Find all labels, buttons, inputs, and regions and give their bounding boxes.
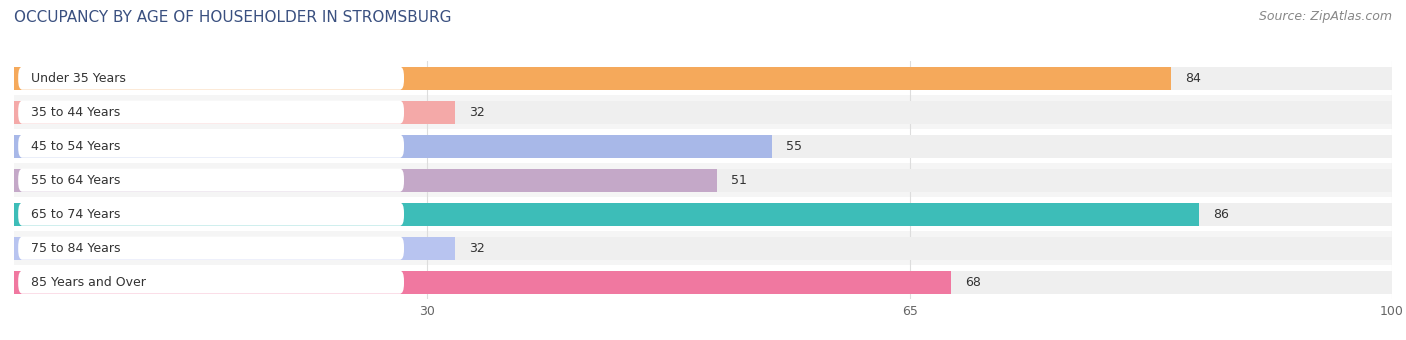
Bar — [14, 265, 1392, 299]
FancyBboxPatch shape — [18, 67, 404, 90]
Bar — [14, 271, 950, 294]
Text: 75 to 84 Years: 75 to 84 Years — [31, 242, 120, 255]
Text: 84: 84 — [1185, 72, 1201, 85]
Bar — [14, 67, 1171, 90]
Bar — [14, 101, 1392, 124]
FancyBboxPatch shape — [18, 101, 404, 124]
Bar — [14, 169, 1392, 192]
Text: Source: ZipAtlas.com: Source: ZipAtlas.com — [1258, 10, 1392, 23]
FancyBboxPatch shape — [18, 169, 404, 192]
Bar — [14, 237, 1392, 260]
Text: 68: 68 — [965, 276, 980, 289]
Bar — [14, 271, 1392, 294]
Text: 45 to 54 Years: 45 to 54 Years — [31, 140, 120, 153]
Bar — [14, 203, 1199, 226]
Bar — [14, 61, 1392, 95]
Bar — [14, 135, 1392, 158]
FancyBboxPatch shape — [18, 203, 404, 226]
Bar — [14, 231, 1392, 265]
Bar — [14, 95, 1392, 129]
Text: 35 to 44 Years: 35 to 44 Years — [31, 106, 120, 119]
Text: 55 to 64 Years: 55 to 64 Years — [31, 174, 120, 187]
Text: 51: 51 — [731, 174, 747, 187]
FancyBboxPatch shape — [18, 271, 404, 294]
FancyBboxPatch shape — [18, 237, 404, 260]
Text: 86: 86 — [1213, 208, 1229, 221]
Text: 32: 32 — [468, 242, 485, 255]
Bar — [14, 101, 456, 124]
Bar — [14, 197, 1392, 231]
Text: 65 to 74 Years: 65 to 74 Years — [31, 208, 120, 221]
Text: Under 35 Years: Under 35 Years — [31, 72, 125, 85]
Text: 85 Years and Over: 85 Years and Over — [31, 276, 145, 289]
Text: OCCUPANCY BY AGE OF HOUSEHOLDER IN STROMSBURG: OCCUPANCY BY AGE OF HOUSEHOLDER IN STROM… — [14, 10, 451, 25]
Bar — [14, 67, 1392, 90]
Bar — [14, 163, 1392, 197]
Bar — [14, 237, 456, 260]
Text: 32: 32 — [468, 106, 485, 119]
Bar — [14, 169, 717, 192]
Bar — [14, 203, 1392, 226]
Bar — [14, 135, 772, 158]
FancyBboxPatch shape — [18, 135, 404, 158]
Bar — [14, 129, 1392, 163]
Text: 55: 55 — [786, 140, 801, 153]
